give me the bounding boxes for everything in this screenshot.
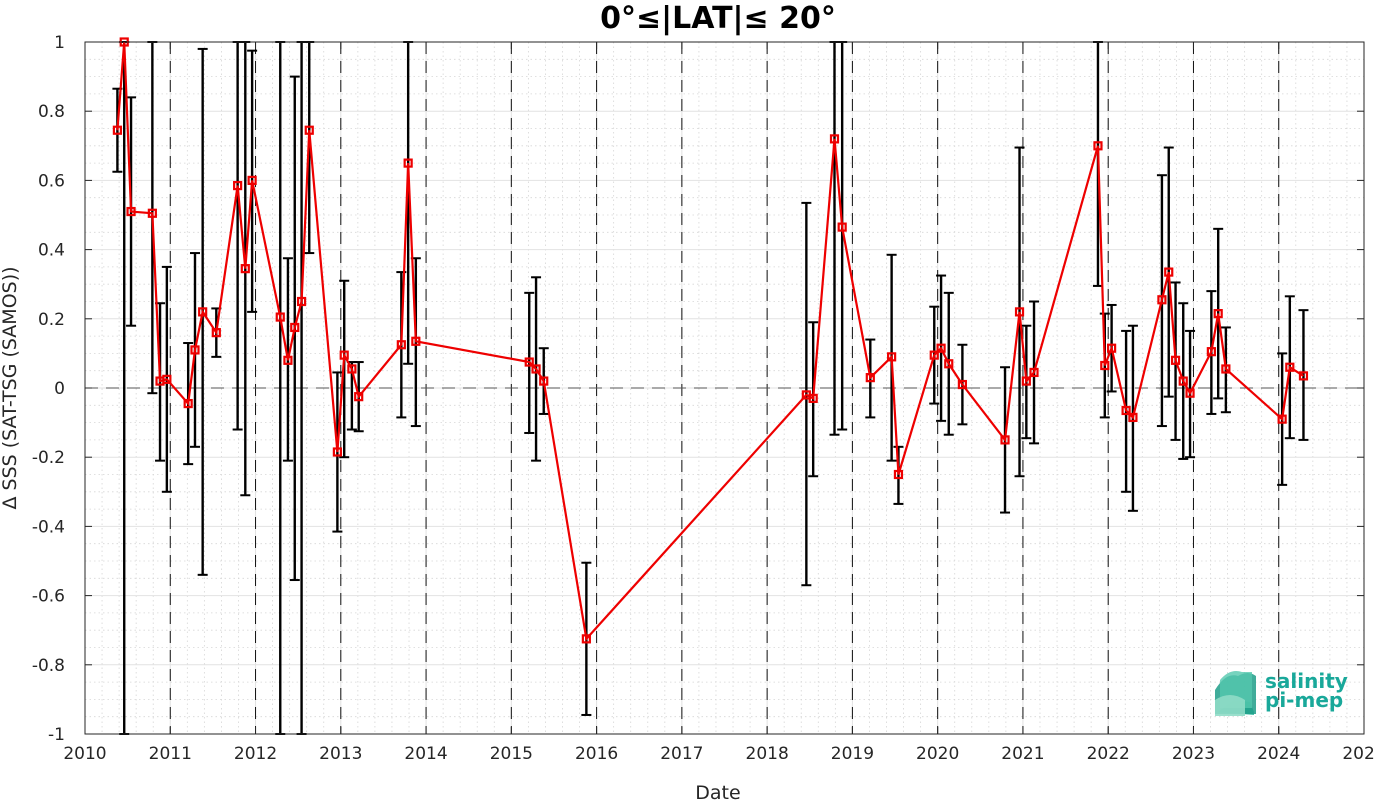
data-point-marker <box>936 343 946 353</box>
data-point-marker <box>837 222 847 232</box>
data-point-marker <box>1164 267 1174 277</box>
data-point-marker <box>808 393 818 403</box>
data-point-marker <box>1157 295 1167 305</box>
x-axis-label: Date <box>695 782 740 801</box>
data-point-marker <box>162 374 172 384</box>
data-point-marker <box>1021 376 1031 386</box>
data-point-marker <box>1213 309 1223 319</box>
data-point-marker <box>1277 414 1287 424</box>
data-point-marker <box>1093 141 1103 151</box>
data-point-marker <box>1185 388 1195 398</box>
x-tick-label: 2020 <box>916 744 959 764</box>
minor-grid <box>85 42 1364 734</box>
wave-logo-icon <box>1215 671 1256 716</box>
data-point-marker <box>929 350 939 360</box>
data-point-marker <box>887 352 897 362</box>
data-point-marker <box>198 307 208 317</box>
x-tick-label: 2015 <box>490 744 533 764</box>
data-point-marker <box>304 125 314 135</box>
y-tick-label: -1 <box>48 725 65 745</box>
x-tick-label: 2016 <box>575 744 618 764</box>
data-point-marker <box>211 328 221 338</box>
data-point-marker <box>1285 362 1295 372</box>
data-point-marker <box>240 264 250 274</box>
y-tick-label: 0 <box>54 379 65 399</box>
x-tick-label: 2017 <box>660 744 703 764</box>
data-point-marker <box>332 447 342 457</box>
data-point-marker <box>1100 360 1110 371</box>
logo-line1: salinity <box>1265 669 1348 693</box>
data-point-marker <box>1000 435 1010 445</box>
data-point-marker <box>283 355 293 365</box>
y-tick-label: -0.8 <box>32 656 65 676</box>
data-point-marker <box>1128 412 1138 423</box>
y-tick-label: 0.6 <box>38 171 65 191</box>
x-tick-label: 2019 <box>831 744 874 764</box>
data-point-marker <box>539 376 549 386</box>
y-tick-label: -0.2 <box>32 448 65 468</box>
logo-line2: pi-mep <box>1265 688 1343 712</box>
data-point-marker <box>1221 364 1231 374</box>
data-point-marker <box>354 392 364 402</box>
data-point-marker <box>1014 307 1025 317</box>
data-point-marker <box>1107 343 1117 353</box>
data-point-marker <box>581 634 591 644</box>
data-point-marker <box>347 364 357 374</box>
data-point-marker <box>247 175 257 185</box>
data-point-marker <box>290 322 300 333</box>
x-tick-label: 2010 <box>63 744 106 764</box>
salinity-pi-mep-logo: salinity pi-mep <box>1215 669 1348 716</box>
data-point-marker <box>893 469 904 480</box>
y-axis-label: Δ SSS (SAT-TSG (SAMOS)) <box>0 266 21 509</box>
data-point-marker <box>147 208 157 218</box>
data-markers <box>112 37 1309 644</box>
x-tick-label: 2024 <box>1257 744 1300 764</box>
x-tick-label: 2018 <box>746 744 789 764</box>
x-tick-label: 2023 <box>1172 744 1215 764</box>
y-tick-label: 0.8 <box>38 102 65 122</box>
data-point-marker <box>183 398 193 409</box>
x-tick-label: 2022 <box>1087 744 1130 764</box>
chart-title: 0°≤|LAT|≤ 20° <box>600 1 836 36</box>
x-tick-labels: 2010 2011 2012 2013 2014 2015 2016 2017 2018 2019… <box>63 42 1374 764</box>
x-tick-label: 2013 <box>319 744 362 764</box>
data-point-marker <box>233 180 243 191</box>
x-tick-label: 2011 <box>149 744 192 764</box>
data-point-marker <box>944 359 954 369</box>
data-point-marker <box>1178 376 1188 386</box>
data-point-marker <box>1029 367 1039 378</box>
x-tick-label: 2021 <box>1001 744 1044 764</box>
data-point-marker <box>339 350 349 360</box>
data-point-marker <box>829 134 840 144</box>
data-point-marker <box>1170 355 1181 365</box>
x-tick-label: 2014 <box>404 744 447 764</box>
data-point-marker <box>1206 347 1216 357</box>
data-point-marker <box>396 340 406 350</box>
y-tick-label: 0.4 <box>38 241 65 261</box>
y-tick-label: -0.4 <box>32 517 65 537</box>
data-point-marker <box>411 336 421 346</box>
data-point-marker <box>112 125 123 135</box>
data-point-marker <box>296 296 307 307</box>
data-point-marker <box>190 345 200 355</box>
data-point-marker <box>126 206 136 217</box>
data-point-marker <box>403 158 413 168</box>
data-point-marker <box>1298 371 1309 381</box>
data-point-marker <box>1121 405 1131 416</box>
x-tick-label: 2025 <box>1342 744 1374 764</box>
data-point-marker <box>531 364 541 374</box>
data-point-marker <box>524 357 534 367</box>
y-tick-labels: -1 -0.8 -0.6 -0.4 -0.2 0 0.2 0.4 0.6 0.8 1 <box>32 33 1364 745</box>
y-tick-label: 1 <box>54 33 65 53</box>
data-point-marker <box>957 379 967 390</box>
x-tick-label: 2012 <box>234 744 277 764</box>
y-tick-label: -0.6 <box>32 587 65 607</box>
data-point-marker <box>865 373 875 383</box>
y-tick-label: 0.2 <box>38 310 65 330</box>
data-point-marker <box>275 312 285 322</box>
